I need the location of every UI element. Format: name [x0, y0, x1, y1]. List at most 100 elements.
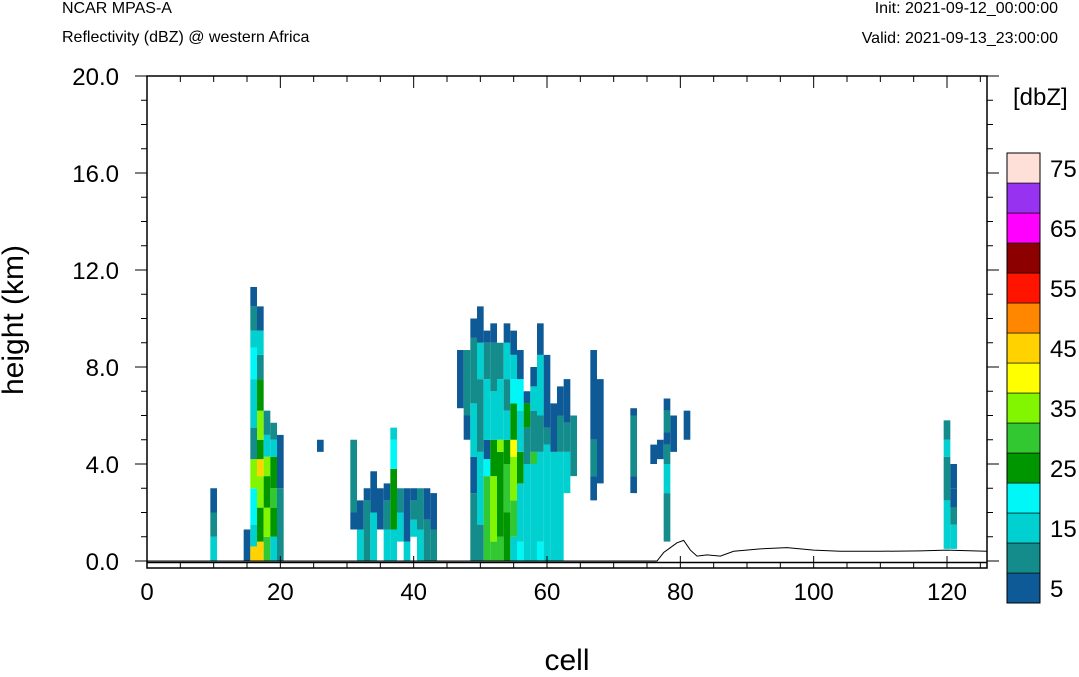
reflectivity-cell — [630, 476, 637, 494]
colorbar-swatch — [1006, 332, 1041, 364]
field-title: Reflectivity (dBZ) @ western Africa — [62, 29, 310, 46]
reflectivity-cell — [590, 350, 597, 440]
colorbar-swatch — [1006, 452, 1041, 484]
reflectivity-cell — [403, 541, 411, 561]
reflectivity-cell — [477, 379, 484, 452]
reflectivity-cell — [270, 456, 277, 489]
reflectivity-cell — [470, 403, 477, 457]
reflectivity-cell — [430, 493, 437, 530]
reflectivity-cell — [263, 434, 271, 457]
colorbar-swatch — [1006, 392, 1041, 424]
reflectivity-cell — [403, 488, 411, 542]
x-tick-label: 80 — [667, 579, 694, 606]
reflectivity-cell — [270, 439, 277, 457]
reflectivity-cell — [483, 342, 491, 380]
valid-time: Valid: 2021-09-13_23:00:00 — [861, 30, 1058, 47]
reflectivity-cell — [497, 451, 504, 537]
reflectivity-cell — [250, 524, 257, 547]
terrain-line — [147, 539, 988, 562]
reflectivity-cell — [630, 408, 637, 416]
reflectivity-cell — [557, 415, 564, 452]
colorbar-swatch — [1006, 182, 1041, 214]
reflectivity-cell — [357, 529, 364, 561]
reflectivity-cell — [270, 422, 277, 440]
reflectivity-cell — [503, 410, 511, 440]
y-axis-label: height (km) — [0, 245, 30, 395]
reflectivity-cell — [417, 529, 424, 561]
colorbar-swatch — [1006, 272, 1041, 304]
y-tick-label: 0.0 — [86, 549, 119, 576]
colorbar-label: 65 — [1050, 216, 1077, 243]
reflectivity-cell — [370, 471, 377, 513]
reflectivity-cell — [557, 451, 564, 561]
reflectivity-cell — [530, 367, 537, 387]
reflectivity-cell — [663, 464, 671, 494]
reflectivity-cell — [257, 507, 264, 542]
reflectivity-cell — [543, 444, 551, 561]
reflectivity-cell — [377, 488, 384, 530]
reflectivity-cell — [943, 500, 951, 549]
reflectivity-cell — [510, 379, 517, 404]
colorbar: 5 15 25 35 45 55 65 75 — [1006, 152, 1077, 604]
reflectivity-cell — [550, 451, 557, 561]
reflectivity-cell — [357, 500, 364, 530]
reflectivity-cell — [490, 323, 497, 343]
reflectivity-cell — [683, 410, 691, 440]
x-axis-label: cell — [544, 644, 589, 677]
reflectivity-cell — [257, 379, 264, 411]
reflectivity-cell — [210, 512, 217, 537]
reflectivity-cell — [503, 379, 511, 411]
reflectivity-cell — [390, 529, 397, 561]
reflectivity-cell — [517, 483, 524, 542]
reflectivity-cell — [390, 439, 397, 469]
reflectivity-cell — [257, 476, 264, 508]
reflectivity-cell — [950, 507, 957, 525]
reflectivity-cell — [503, 439, 511, 464]
reflectivity-cell — [517, 379, 524, 411]
colorbar-swatch — [1006, 572, 1041, 604]
reflectivity-cell — [463, 415, 471, 440]
reflectivity-cell — [383, 500, 391, 530]
reflectivity-cell — [277, 434, 284, 489]
reflectivity-cell — [257, 410, 264, 440]
reflectivity-cell — [250, 379, 257, 428]
reflectivity-cell — [543, 367, 551, 428]
reflectivity-cell — [257, 306, 264, 331]
reflectivity-cell — [390, 427, 397, 440]
reflectivity-cell — [523, 427, 531, 464]
reflectivity-cell — [390, 468, 397, 530]
reflectivity-cell — [510, 536, 517, 561]
reflectivity-cell — [457, 350, 464, 409]
reflectivity-cell — [943, 420, 951, 440]
reflectivity-cell — [410, 500, 417, 520]
colorbar-label: 25 — [1050, 456, 1077, 483]
plot-frame — [146, 75, 988, 569]
reflectivity-cell — [670, 415, 677, 452]
reflectivity-cell — [943, 456, 951, 501]
reflectivity-cell — [497, 536, 504, 561]
reflectivity-cell — [423, 488, 431, 520]
colorbar-swatch — [1006, 212, 1041, 244]
reflectivity-cell — [950, 524, 957, 549]
reflectivity-cell — [650, 444, 657, 464]
reflectivity-cell — [257, 330, 264, 355]
reflectivity-cell — [270, 536, 277, 561]
reflectivity-cell — [470, 456, 477, 494]
reflectivity-cell — [250, 286, 257, 307]
reflectivity-cell — [350, 512, 357, 530]
reflectivity-cell — [257, 459, 264, 477]
reflectivity-cell — [210, 536, 217, 561]
x-tick-label: 20 — [267, 579, 294, 606]
reflectivity-cell — [470, 337, 477, 404]
colorbar-swatch — [1006, 302, 1041, 334]
reflectivity-cell — [943, 439, 951, 457]
reflectivity-cell — [537, 451, 544, 542]
model-name: NCAR MPAS-A — [62, 0, 172, 17]
reflectivity-cell — [950, 488, 957, 508]
reflectivity-cell — [630, 415, 637, 477]
reflectivity-cell — [423, 519, 431, 561]
reflectivity-cell — [663, 444, 671, 464]
reflectivity-cell — [477, 524, 484, 561]
colorbar-swatch — [1006, 482, 1041, 514]
